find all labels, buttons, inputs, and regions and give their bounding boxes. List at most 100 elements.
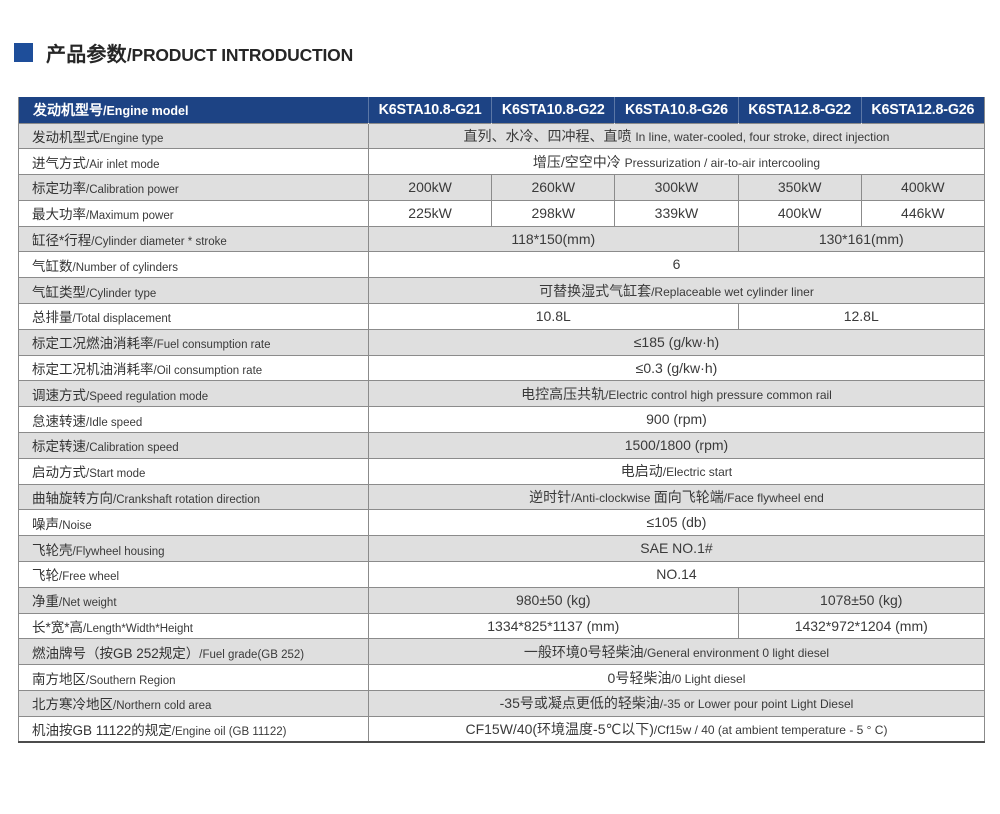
row-value-flywheel-housing-0: SAE NO.1# xyxy=(368,535,985,563)
table-row-net-weight: 净重/Net weight 980±50 (kg) 1078±50 (kg) xyxy=(18,586,985,614)
text-en: /Calibration speed xyxy=(86,442,179,455)
text-cn: 启动方式 xyxy=(32,465,86,481)
table-row-fuel-consumption-rate: 标定工况燃油消耗率/Fuel consumption rate ≤185 (g/k… xyxy=(18,328,985,356)
text-cn: 350kW xyxy=(777,178,822,195)
text-cn: 逆时针 xyxy=(529,489,572,506)
text-en: /Calibration power xyxy=(86,184,179,197)
row-label-number-of-cylinders: 气缸数/Number of cylinders xyxy=(18,251,369,279)
text-cn: 一般环境0号轻柴油 xyxy=(523,643,644,660)
table-row-noise: 噪声/Noise ≤105 (db) xyxy=(18,509,985,537)
table-row-calibration-power: 标定功率/Calibration power 200kW 260kW 300kW 350… xyxy=(18,174,985,201)
row-label-net-weight: 净重/Net weight xyxy=(18,586,369,614)
text-cn: 气缸类型 xyxy=(32,284,86,300)
row-value-maximum-power-3: 400kW xyxy=(737,199,862,227)
row-value-total-displacement-0: 10.8L xyxy=(368,303,739,330)
text-en: /Cylinder diameter * stroke xyxy=(91,236,227,249)
header-model-k6sta12.8-g22: K6STA12.8-G22 xyxy=(737,97,862,123)
text-cn: 电控高压共轨 xyxy=(521,385,606,402)
text-cn: 飞轮 xyxy=(32,568,59,584)
text-cn: 可替换湿式气缸套 xyxy=(539,282,652,299)
row-value-calibration-power-2: 300kW xyxy=(614,174,739,201)
text-en: /Engine type xyxy=(99,132,164,145)
text-en: /Oil consumption rate xyxy=(153,365,263,378)
text-cn: 面向飞轮端 xyxy=(653,489,724,506)
text-cn: 6 xyxy=(672,256,681,273)
text-en: /Electric start xyxy=(662,465,733,480)
row-value-calibration-power-1: 260kW xyxy=(491,174,616,201)
text-cn: 发动机型号 xyxy=(33,101,103,118)
text-cn: 400kW xyxy=(901,178,945,195)
section-title-row: 产品参数/PRODUCT INTRODUCTION xyxy=(14,38,1000,67)
text-cn: 标定功率 xyxy=(32,181,86,197)
text-cn: 339kW xyxy=(654,204,699,221)
row-value-maximum-power-2: 339kW xyxy=(614,199,739,227)
title-bullet-square xyxy=(14,43,33,62)
text-cn: 调速方式 xyxy=(32,387,86,403)
text-cn: 1432*972*1204 (mm) xyxy=(794,617,928,634)
text-cn: 电启动 xyxy=(620,463,663,480)
page-title: 产品参数/PRODUCT INTRODUCTION xyxy=(46,38,353,67)
text-en: /-35 or Lower pour point Light Diesel xyxy=(659,697,854,712)
row-value-total-displacement-1: 12.8L xyxy=(737,303,985,330)
text-en: In line, water-cooled, four stroke, dire… xyxy=(635,129,890,144)
text-cn: 260kW xyxy=(531,178,576,195)
text-cn: 225kW xyxy=(408,204,452,221)
text-en: /Noise xyxy=(59,519,92,532)
text-en: /Total displacement xyxy=(72,313,171,326)
text-en: /Free wheel xyxy=(59,571,120,584)
text-en: /Southern Region xyxy=(86,674,176,687)
row-value-fuel-grade-0: 一般环境0号轻柴油/General environment 0 light di… xyxy=(368,638,985,666)
text-cn: 进气方式 xyxy=(32,155,86,171)
text-cn: 300kW xyxy=(654,178,699,195)
text-en: /Fuel grade(GB 252) xyxy=(199,648,305,661)
table-row-cylinder-diameter-stroke: 缸径*行程/Cylinder diameter * stroke 118*150(… xyxy=(18,225,985,253)
text-en: /Air inlet mode xyxy=(86,158,160,171)
text-cn: ≤0.3 (g/kw·h) xyxy=(635,359,718,376)
text-cn: 1078±50 (kg) xyxy=(820,591,903,608)
text-en: /Cylinder type xyxy=(86,287,157,300)
row-value-net-weight-1: 1078±50 (kg) xyxy=(737,586,985,614)
text-en: /Engine model xyxy=(103,103,189,118)
text-cn: 298kW xyxy=(531,204,576,221)
text-cn: 噪声 xyxy=(32,516,59,532)
row-label-northern-cold-area: 北方寒冷地区/Northern cold area xyxy=(18,690,369,717)
row-value-cylinder-type-0: 可替换湿式气缸套/Replaceable wet cylinder liner xyxy=(368,277,985,305)
row-value-oil-consumption-rate-0: ≤0.3 (g/kw·h) xyxy=(368,354,985,382)
row-label-cylinder-type: 气缸类型/Cylinder type xyxy=(18,277,369,305)
text-cn: 飞轮壳 xyxy=(32,542,73,558)
text-cn: 怠速转速 xyxy=(32,413,86,429)
row-value-length-width-height-0: 1334*825*1137 (mm) xyxy=(368,612,739,640)
text-en: /Cf15w / 40 (at ambient temperature - 5 … xyxy=(653,722,888,737)
text-cn: 净重 xyxy=(32,594,59,610)
text-en: /Idle speed xyxy=(86,416,143,429)
row-label-maximum-power: 最大功率/Maximum power xyxy=(18,199,369,227)
table-row-engine-type: 发动机型式/Engine type 直列、水冷、四冲程、直喷 In line, w… xyxy=(18,122,985,150)
table-header-row: 发动机型号/Engine model K6STA10.8-G21 K6STA10.8… xyxy=(18,97,985,123)
page-title-en: /PRODUCT INTRODUCTION xyxy=(126,45,354,65)
row-value-air-inlet-mode-0: 增压/空空中冷 Pressurization / air-to-air inte… xyxy=(368,148,985,176)
text-en: /Crankshaft rotation direction xyxy=(113,494,261,507)
row-label-southern-region: 南方地区/Southern Region xyxy=(18,664,369,692)
text-cn: 南方地区 xyxy=(32,671,86,687)
text-cn: 增压/空空中冷 xyxy=(532,153,625,170)
row-label-engine-type: 发动机型式/Engine type xyxy=(18,122,369,150)
row-value-engine-type-0: 直列、水冷、四冲程、直喷 In line, water-cooled, four… xyxy=(368,122,985,150)
row-label-fuel-grade: 燃油牌号（按GB 252规定）/Fuel grade(GB 252) xyxy=(18,638,369,666)
text-cn: NO.14 xyxy=(656,565,697,582)
text-en: Pressurization / air-to-air intercooling xyxy=(624,155,821,170)
text-cn: 400kW xyxy=(777,204,822,221)
row-label-flywheel-housing: 飞轮壳/Flywheel housing xyxy=(18,535,369,563)
table-row-air-inlet-mode: 进气方式/Air inlet mode 增压/空空中冷 Pressurizatio… xyxy=(18,148,985,176)
text-cn: 直列、水冷、四冲程、直喷 xyxy=(463,127,636,144)
text-cn: 标定工况燃油消耗率 xyxy=(32,336,154,352)
header-engine-model-label: 发动机型号/Engine model xyxy=(18,97,369,123)
text-en: /Speed regulation mode xyxy=(86,390,209,403)
header-model-k6sta10.8-g26: K6STA10.8-G26 xyxy=(614,97,739,123)
table-row-calibration-speed: 标定转速/Calibration speed 1500/1800 (rpm) xyxy=(18,432,985,459)
table-row-cylinder-type: 气缸类型/Cylinder type 可替换湿式气缸套/Replaceable w… xyxy=(18,277,985,305)
row-label-calibration-speed: 标定转速/Calibration speed xyxy=(18,432,369,459)
table-row-northern-cold-area: 北方寒冷地区/Northern cold area -35号或凝点更低的轻柴油/-… xyxy=(18,690,985,717)
text-cn: 446kW xyxy=(901,204,945,221)
table-row-start-mode: 启动方式/Start mode 电启动/Electric start xyxy=(18,457,985,485)
text-cn: 标定工况机油消耗率 xyxy=(32,362,154,378)
